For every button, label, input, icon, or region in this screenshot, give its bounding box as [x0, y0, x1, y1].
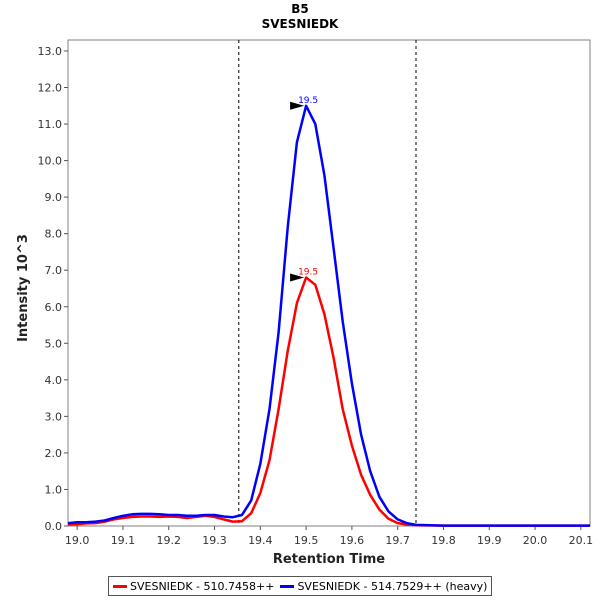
series-line-0	[68, 276, 590, 527]
legend-item-light: SVESNIEDK - 510.7458++	[113, 580, 274, 593]
x-tick-label: 19.6	[340, 534, 365, 547]
x-tick-label: 19.4	[248, 534, 273, 547]
x-tick-label: 19.3	[202, 534, 227, 547]
x-axis: 19.0 19.1 19.2 19.3 19.4 19.5 19.6 19.7 19.8 19.9…	[65, 526, 593, 547]
x-tick-label: 19.2	[156, 534, 181, 547]
chart-title: B5	[291, 2, 309, 16]
legend: SVESNIEDK - 510.7458++ SVESNIEDK - 514.7…	[108, 576, 493, 596]
x-tick-label: 20.1	[569, 534, 594, 547]
chart-subtitle: SVESNIEDK	[262, 17, 339, 31]
y-tick-label: 3.0	[45, 410, 63, 423]
x-tick-label: 19.5	[294, 534, 319, 547]
x-tick-label: 19.8	[431, 534, 456, 547]
y-tick-label: 12.0	[38, 82, 63, 95]
x-tick-label: 19.9	[477, 534, 502, 547]
y-tick-label: 8.0	[45, 228, 63, 241]
y-axis: 0.0 1.0 2.0 3.0 4.0 5.0 6.0 7.0 8.0 9.0 10.0 11.0 12…	[38, 45, 68, 533]
y-tick-label: 10.0	[38, 155, 63, 168]
y-tick-label: 11.0	[38, 118, 63, 131]
x-tick-label: 20.0	[523, 534, 548, 547]
x-tick-label: 19.7	[385, 534, 410, 547]
x-axis-label: Retention Time	[273, 552, 385, 567]
plot-area	[67, 39, 591, 527]
y-tick-label: 0.0	[45, 520, 63, 533]
peak-marker-icon	[290, 101, 305, 110]
legend-label-light: SVESNIEDK - 510.7458++	[130, 579, 275, 593]
y-tick-label: 4.0	[45, 374, 63, 387]
y-tick-label: 1.0	[45, 483, 63, 496]
legend-swatch-heavy	[280, 584, 295, 588]
legend-label-heavy: SVESNIEDK - 514.7529++ (heavy)	[297, 579, 488, 593]
y-tick-label: 5.0	[45, 337, 63, 350]
y-tick-label: 9.0	[45, 191, 63, 204]
y-tick-label: 6.0	[45, 301, 63, 314]
legend-swatch-light	[113, 584, 127, 588]
peak-marker-icon	[290, 273, 305, 282]
x-tick-label: 19.1	[111, 534, 136, 547]
y-tick-label: 2.0	[45, 447, 63, 460]
series-line-1	[67, 104, 590, 527]
legend-item-heavy: SVESNIEDK - 514.7529++ (heavy)	[280, 580, 487, 593]
y-tick-label: 7.0	[45, 264, 63, 277]
peak-label: 19.5	[298, 96, 318, 106]
y-axis-label: Intensity 10^3	[16, 234, 31, 342]
y-tick-label: 13.0	[38, 45, 63, 58]
peak-label: 19.5	[298, 268, 318, 278]
x-tick-label: 19.0	[65, 534, 90, 547]
